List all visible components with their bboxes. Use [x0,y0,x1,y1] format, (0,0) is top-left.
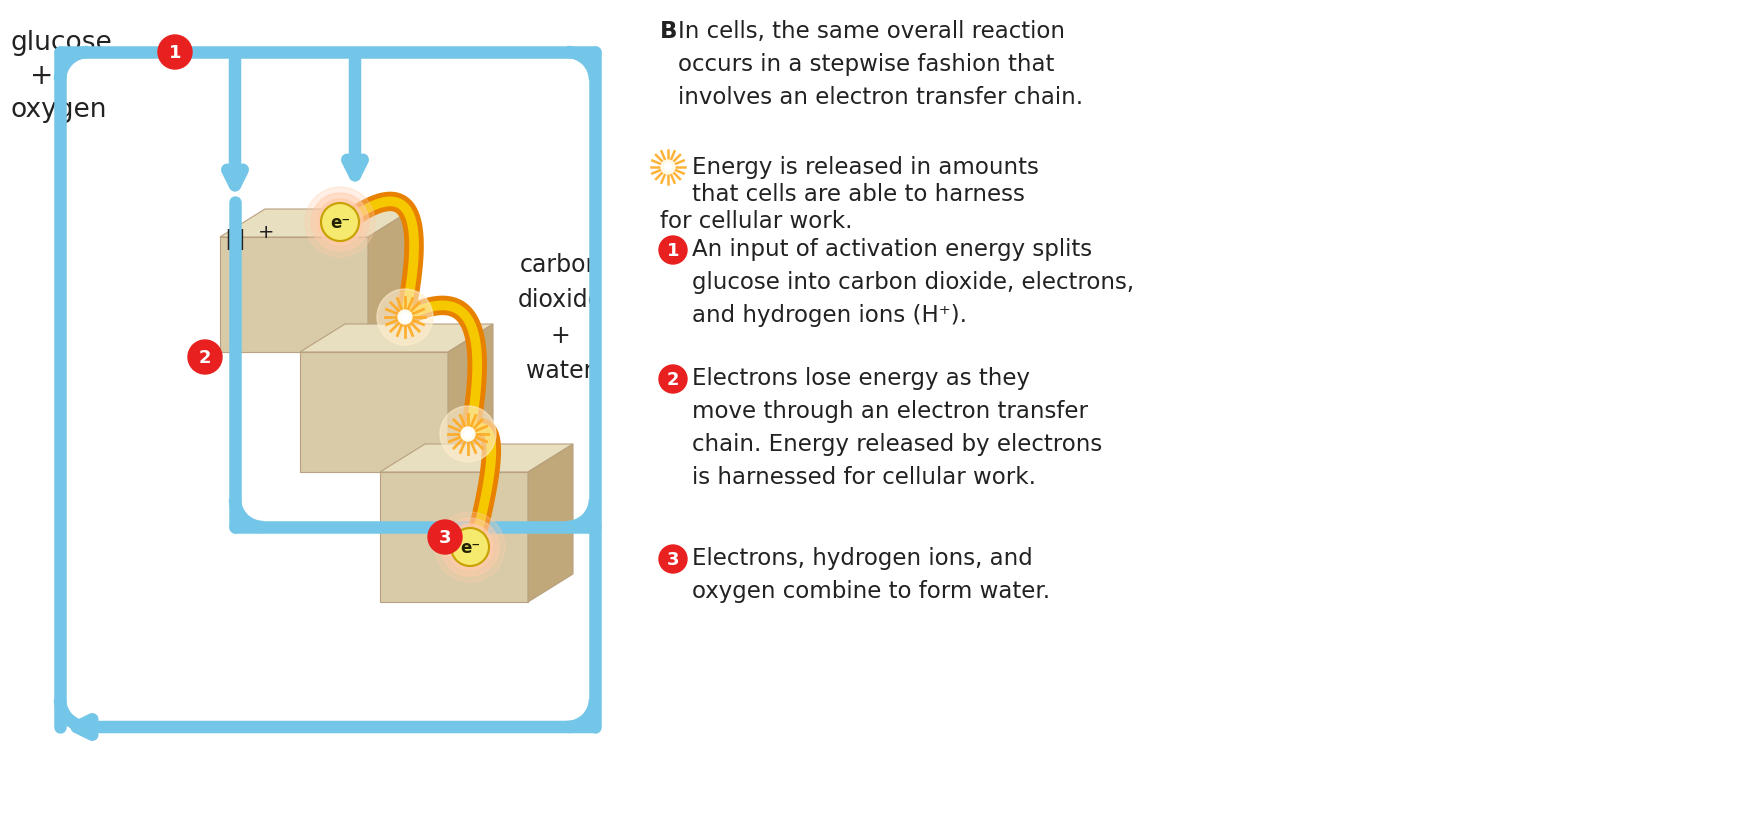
Text: In cells, the same overall reaction
occurs in a stepwise fashion that
involves a: In cells, the same overall reaction occu… [679,20,1084,108]
Circle shape [317,200,363,246]
Text: 1: 1 [168,44,181,62]
Circle shape [435,513,505,582]
Text: 1: 1 [667,241,679,260]
Text: +: + [30,62,53,90]
Text: An input of activation energy splits
glucose into carbon dioxide, electrons,
and: An input of activation energy splits glu… [693,237,1135,327]
Polygon shape [381,472,528,602]
Circle shape [305,188,375,258]
Circle shape [465,431,472,438]
Polygon shape [447,325,493,472]
Circle shape [321,203,360,241]
Text: glucose: glucose [11,30,112,56]
Circle shape [158,36,191,70]
Circle shape [440,407,496,462]
Circle shape [440,519,498,576]
Circle shape [665,165,672,171]
Polygon shape [219,237,368,352]
Circle shape [310,194,368,251]
Circle shape [461,428,475,442]
Text: H: H [225,227,246,256]
Polygon shape [381,444,574,472]
Text: oxygen: oxygen [11,97,107,123]
Text: carbon
dioxide
+
water: carbon dioxide + water [517,252,603,383]
Polygon shape [300,325,493,352]
Text: B: B [660,20,677,43]
Text: Electrons lose energy as they
move through an electron transfer
chain. Energy re: Electrons lose energy as they move throu… [693,366,1102,488]
Circle shape [428,520,461,554]
Circle shape [398,311,412,325]
Circle shape [451,528,489,566]
Circle shape [661,160,675,174]
Polygon shape [300,352,447,472]
Text: 3: 3 [667,550,679,568]
Circle shape [660,237,688,265]
Text: 2: 2 [667,370,679,389]
Circle shape [402,313,409,322]
Circle shape [447,524,493,571]
Circle shape [660,545,688,573]
Text: that cells are able to harness: that cells are able to harness [693,183,1024,206]
Text: 2: 2 [198,348,210,366]
Polygon shape [219,210,412,237]
Text: Energy is released in amounts: Energy is released in amounts [693,155,1038,179]
Text: Electrons, hydrogen ions, and
oxygen combine to form water.: Electrons, hydrogen ions, and oxygen com… [693,547,1051,602]
Text: e⁻: e⁻ [330,213,351,232]
Polygon shape [368,210,412,352]
Circle shape [188,341,223,375]
Text: e⁻: e⁻ [460,538,481,557]
Polygon shape [528,444,574,602]
Circle shape [377,289,433,346]
Text: 3: 3 [438,528,451,547]
Text: for cellular work.: for cellular work. [660,210,852,232]
Circle shape [660,366,688,394]
Text: +: + [258,222,274,241]
